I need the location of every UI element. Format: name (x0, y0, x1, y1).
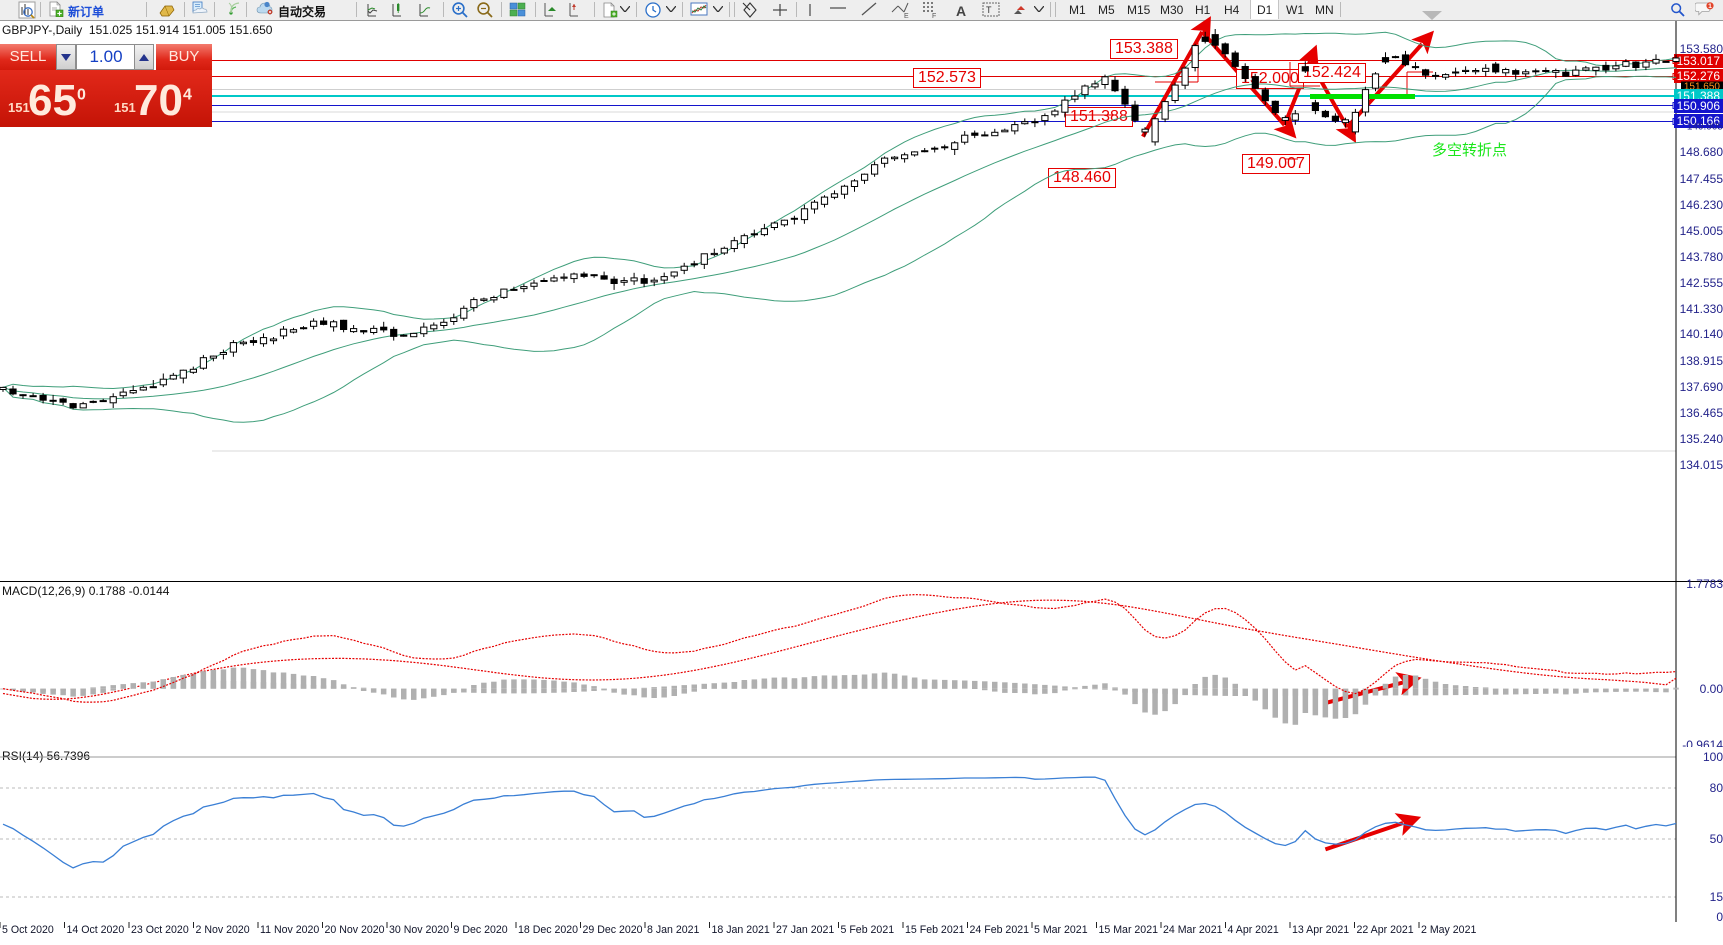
svg-text:27 Jan 2021: 27 Jan 2021 (776, 924, 834, 936)
svg-text:E: E (904, 13, 909, 18)
svg-text:15 Feb 2021: 15 Feb 2021 (905, 924, 965, 936)
svg-text:13 Apr 2021: 13 Apr 2021 (1292, 924, 1349, 936)
svg-text:14 Oct 2020: 14 Oct 2020 (67, 924, 125, 936)
svg-text:1: 1 (1708, 3, 1712, 10)
svg-text:22 Apr 2021: 22 Apr 2021 (1357, 924, 1414, 936)
svg-text:F: F (932, 13, 936, 18)
svg-text:2 Nov 2020: 2 Nov 2020 (196, 924, 250, 936)
svg-text:20 Nov 2020: 20 Nov 2020 (325, 924, 385, 936)
svg-text:2 May 2021: 2 May 2021 (1421, 924, 1476, 936)
svg-text:29 Dec 2020: 29 Dec 2020 (583, 924, 643, 936)
svg-text:5 Feb 2021: 5 Feb 2021 (841, 924, 895, 936)
svg-text:4 Apr 2021: 4 Apr 2021 (1228, 924, 1279, 936)
svg-text:15 Mar 2021: 15 Mar 2021 (1099, 924, 1159, 936)
svg-text:5 Oct 2020: 5 Oct 2020 (2, 924, 54, 936)
svg-text:30 Nov 2020: 30 Nov 2020 (389, 924, 449, 936)
svg-text:9 Dec 2020: 9 Dec 2020 (454, 924, 508, 936)
svg-text:18 Dec 2020: 18 Dec 2020 (518, 924, 578, 936)
svg-text:8 Jan 2021: 8 Jan 2021 (647, 924, 700, 936)
svg-text:T: T (986, 5, 992, 15)
svg-text:11 Nov 2020: 11 Nov 2020 (260, 924, 319, 936)
svg-text:23 Oct 2020: 23 Oct 2020 (131, 924, 189, 936)
svg-text:18 Jan 2021: 18 Jan 2021 (712, 924, 770, 936)
svg-text:5 Mar 2021: 5 Mar 2021 (1034, 924, 1088, 936)
svg-text:24 Feb 2021: 24 Feb 2021 (970, 924, 1030, 936)
svg-text:24 Mar 2021: 24 Mar 2021 (1163, 924, 1223, 936)
